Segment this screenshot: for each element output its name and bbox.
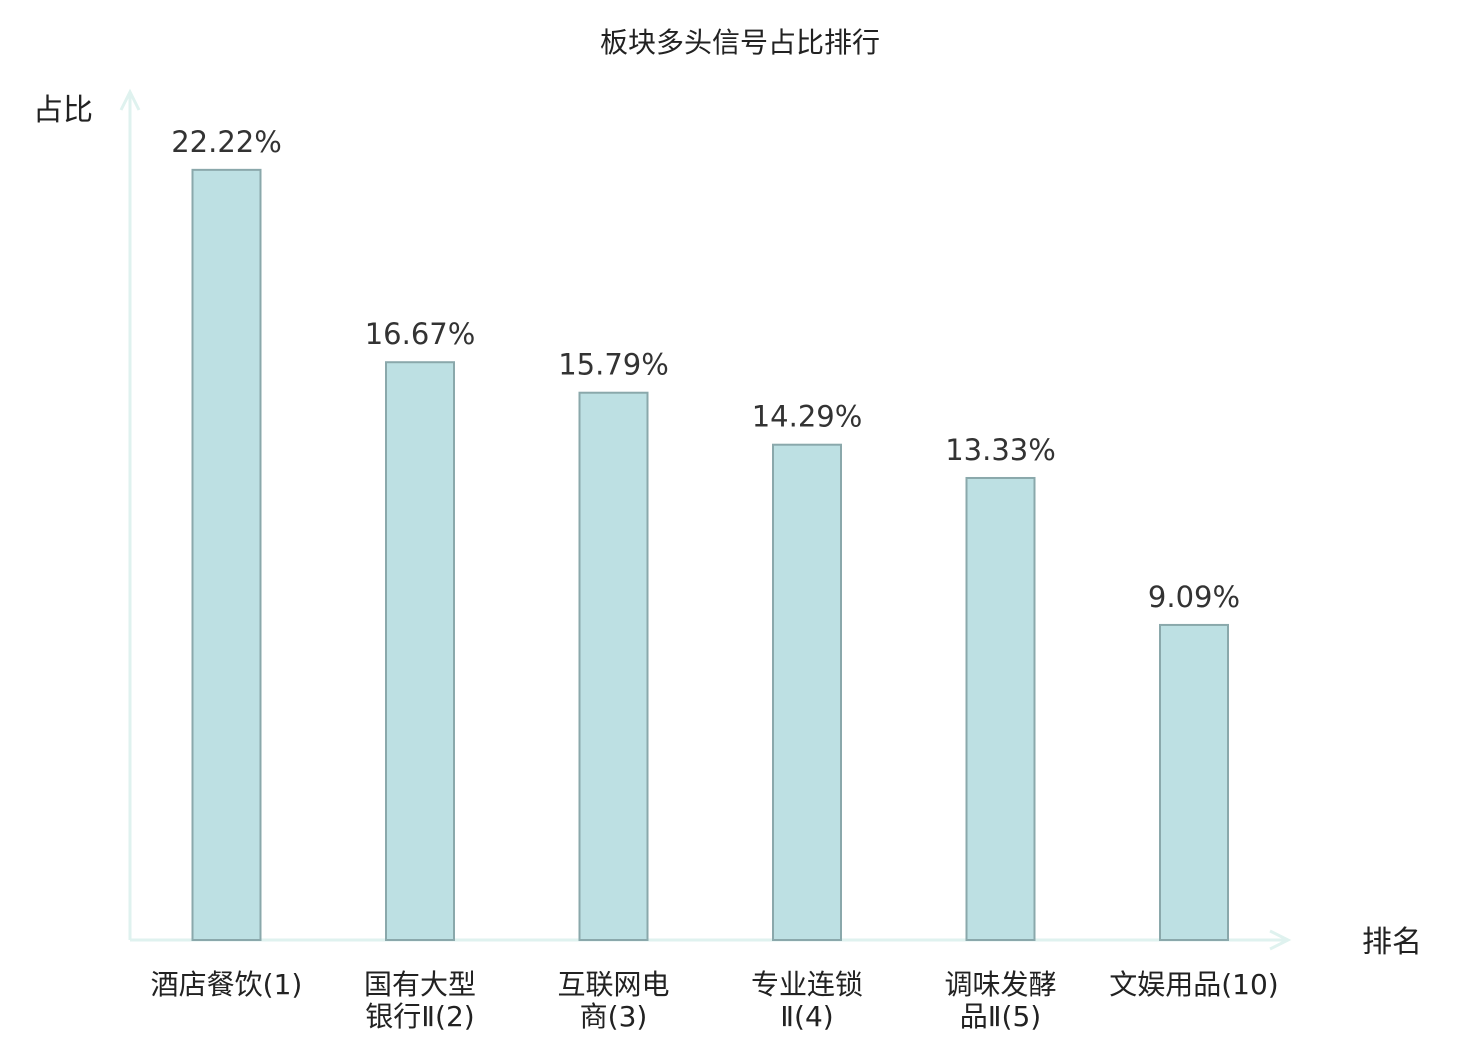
category-labels-group: 酒店餐饮(1) 国有大型银行Ⅱ(2) 互联网电商(3) 专业连锁 Ⅱ(4) 调味发酵品Ⅱ(… [151,968,1279,1033]
value-label-3: 15.79% [558,348,669,382]
category-label-5-line-2: 品Ⅱ(5) [960,1000,1041,1033]
value-label-6: 9.09% [1148,580,1240,614]
category-label-6-line-1: 文娱用品(10) [1109,968,1278,1001]
category-label-4: 专业连锁 Ⅱ(4) [751,968,863,1033]
category-label-1: 酒店餐饮(1) [151,968,303,1001]
category-label-2-line-2: 银行Ⅱ(2) [365,1000,474,1033]
category-label-2: 国有大型银行Ⅱ(2) [364,968,476,1033]
y-axis-arrow [119,88,141,111]
category-label-5: 调味发酵品Ⅱ(5) [944,968,1056,1033]
category-label-4-line-2: Ⅱ(4) [780,1000,833,1033]
category-label-6: 文娱用品(10) [1109,968,1278,1001]
axes [119,88,1292,951]
value-label-5: 13.33% [945,433,1056,467]
y-axis-label: 占比 [33,93,93,128]
category-label-4-line-1: 专业连锁 [751,968,863,1001]
bar-3 [578,391,649,941]
bar-4 [772,443,842,941]
category-label-5-line-1: 调味发酵 [944,968,1056,1001]
chart-title: 板块多头信号占比排行 [600,26,880,59]
category-label-3-line-2: 商(3) [580,1000,648,1033]
category-label-1-line-1: 酒店餐饮(1) [151,968,303,1001]
value-label-1: 22.22% [171,125,282,159]
x-axis-arrow [1269,929,1292,951]
value-labels-group: 22.22% 16.67% 15.79% 14.29% 13.33% 9.09% [171,125,1240,614]
category-label-2-line-1: 国有大型 [364,968,476,1001]
bars-group [191,168,1229,942]
value-label-4: 14.29% [752,400,863,434]
category-label-3: 互联网电商(3) [557,968,669,1033]
x-axis-label: 排名 [1362,925,1422,960]
bar-6 [1159,623,1229,941]
bar-1 [191,168,262,941]
category-label-3-line-1: 互联网电 [557,968,669,1001]
bar-2 [385,361,455,942]
bar-5 [965,476,1036,941]
value-label-2: 16.67% [365,317,476,351]
